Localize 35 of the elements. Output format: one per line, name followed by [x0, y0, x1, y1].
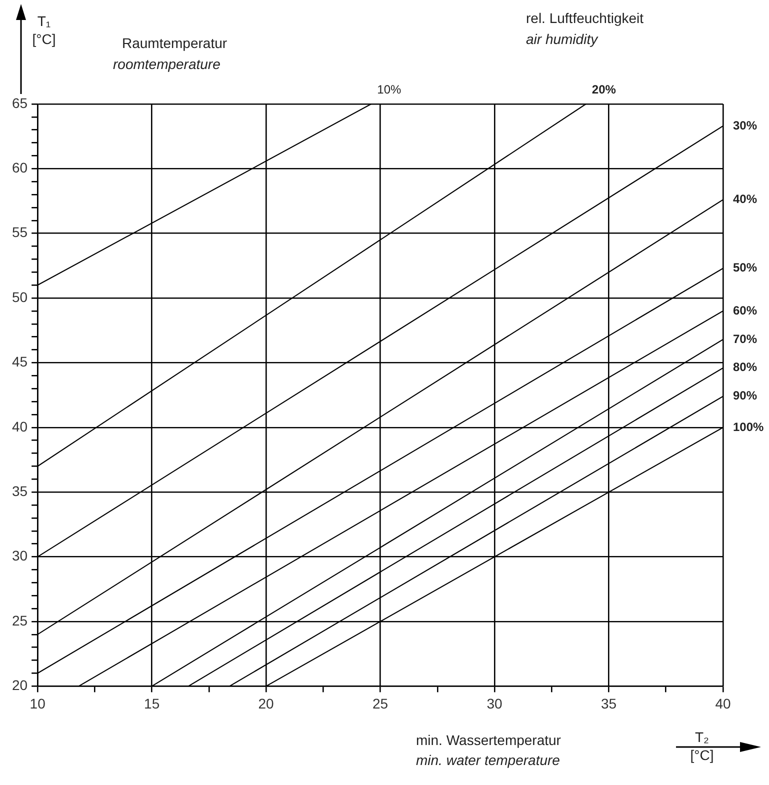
- y-tick-label: 60: [12, 160, 28, 176]
- y-tick-label: 45: [12, 354, 28, 370]
- x-tick-label: 35: [600, 695, 617, 712]
- legend-title: rel. Luftfeuchtigkeit: [526, 10, 644, 26]
- y-tick-label: 55: [12, 224, 28, 240]
- series-label: 70%: [733, 332, 758, 346]
- text: Raumtemperatur: [122, 35, 228, 51]
- y-tick-label: 25: [12, 612, 28, 628]
- series-label: 90%: [733, 388, 758, 403]
- x-tick-label: 10: [30, 695, 46, 712]
- x-tick-label: 25: [372, 695, 388, 712]
- x-tick-label: 30: [486, 695, 503, 712]
- x-tick-label: 15: [144, 695, 160, 712]
- series-label: 60%: [733, 303, 758, 318]
- y-tick-label: 65: [12, 94, 28, 111]
- text: air humidity: [526, 31, 598, 47]
- series-label: 50%: [733, 260, 758, 275]
- series-label: 40%: [733, 192, 758, 206]
- text: min. water temperature: [416, 752, 560, 768]
- x-axis-title: T₂ [°C]: [689, 728, 715, 764]
- series-label: 30%: [733, 118, 758, 132]
- series-label: 80%: [733, 360, 758, 374]
- text: min. Wassertemperatur: [416, 732, 561, 748]
- y-tick-label: 20: [12, 677, 28, 694]
- x-tick-label: 20: [258, 695, 274, 712]
- y-axis-title: T₁ [°C]: [31, 12, 57, 48]
- y-tick-label: 50: [12, 288, 28, 305]
- series-label: 100%: [733, 420, 764, 434]
- y-tick-label: 35: [12, 482, 28, 499]
- series-label: 20%: [592, 82, 616, 96]
- y-tick-label: 30: [12, 548, 28, 564]
- text: roomtemperature: [113, 56, 220, 72]
- series-label: 10%: [377, 82, 402, 96]
- y-tick-label: 40: [12, 418, 28, 434]
- x-tick-label: 40: [715, 695, 731, 712]
